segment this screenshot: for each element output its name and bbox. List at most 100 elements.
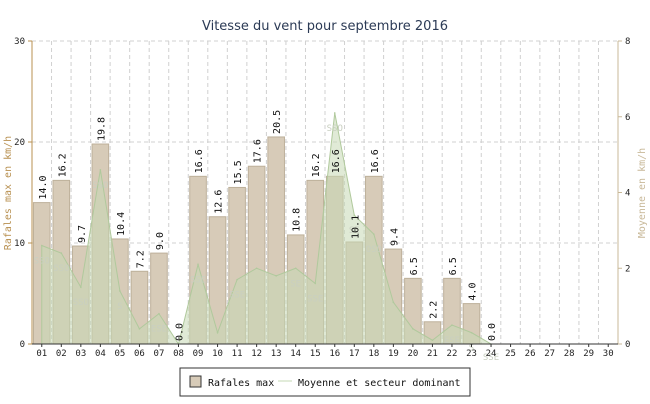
average-point	[99, 168, 102, 171]
chart-title: Vitesse du vent pour septembre 2016	[202, 19, 448, 34]
average-point	[80, 286, 82, 288]
x-tick-label-25: 25	[505, 349, 516, 359]
data-label-day-03: 9.7	[77, 225, 88, 243]
average-point	[236, 278, 238, 281]
average-point	[60, 252, 63, 254]
average-area	[41, 112, 493, 346]
data-label-day-20: 6.5	[409, 257, 420, 275]
sector-label-day-23: S	[469, 344, 474, 354]
right-tick-label: 8	[625, 37, 630, 47]
legend-entry-area: Moyenne et secteur dominant	[298, 378, 461, 389]
x-tick-label-29: 29	[583, 349, 594, 359]
sector-label-day-18: OSO	[366, 245, 382, 255]
average-point	[412, 328, 414, 330]
data-label-day-14: 10.8	[292, 208, 303, 232]
average-point	[275, 275, 277, 277]
data-label-day-07: 9.0	[155, 232, 166, 250]
data-label-day-13: 20.5	[272, 110, 283, 134]
data-label-day-05: 10.4	[116, 212, 127, 236]
data-label-day-23: 4.0	[468, 283, 479, 301]
x-tick-label-23: 23	[466, 349, 477, 359]
x-tick-label-30: 30	[603, 349, 614, 359]
average-point	[470, 331, 473, 334]
average-point	[451, 324, 453, 326]
data-label-day-08: 0.0	[175, 323, 186, 341]
right-tick-label: 6	[625, 113, 630, 123]
data-label-day-11: 15.5	[233, 160, 244, 184]
sector-label-day-14: SE	[290, 279, 301, 289]
sector-label-day-09: SSE	[190, 275, 206, 285]
sector-label-day-02: SSO	[53, 264, 69, 274]
data-label-day-09: 16.6	[194, 149, 205, 173]
legend-box	[179, 367, 471, 397]
average-point	[138, 328, 141, 330]
data-label-day-19: 9.4	[389, 228, 400, 246]
average-point	[40, 244, 43, 247]
data-label-day-16: 16.6	[331, 149, 342, 173]
average-point	[119, 290, 121, 292]
sector-label-day-16: SSO	[327, 124, 343, 134]
x-tick-label-19: 19	[388, 349, 399, 359]
average-area-layer	[40, 112, 493, 346]
x-tick-label-17: 17	[349, 349, 360, 359]
right-axis-label: Moyenne en km/h	[637, 148, 648, 238]
sector-label-day-22: ESE	[444, 336, 460, 346]
data-label-day-18: 16.6	[370, 149, 381, 173]
average-point	[158, 312, 160, 315]
x-tick-label-24: 24	[486, 349, 497, 359]
data-label-day-15: 16.2	[311, 153, 322, 177]
sector-label-day-04: SSO	[92, 181, 108, 191]
x-tick-label-20: 20	[407, 349, 418, 359]
data-label-day-12: 17.6	[253, 139, 264, 163]
data-labels-layer: 14.0 16.2 9.7 19.8 10.4 7.2 9.0 0.0 16.6 12.6 15.5…	[38, 110, 498, 341]
x-tick-label-04: 04	[95, 349, 106, 359]
x-tick-label-15: 15	[310, 349, 321, 359]
x-tick-label-10: 10	[212, 349, 223, 359]
average-point	[255, 267, 258, 270]
average-point	[353, 214, 356, 217]
data-label-day-17: 10.1	[350, 215, 361, 239]
sector-label-day-11: SSE	[229, 291, 245, 301]
left-tick-label: 30	[14, 37, 25, 47]
x-tick-label-07: 07	[154, 349, 165, 359]
x-tick-label-03: 03	[75, 349, 86, 359]
sector-label-day-07: ESE	[151, 325, 167, 335]
left-axis-label: Rafales max en km/h	[3, 136, 14, 250]
x-tick-label-01: 01	[36, 349, 47, 359]
legend-entry-bars: Rafales max	[208, 378, 274, 389]
average-point	[392, 301, 395, 304]
x-tick-label-28: 28	[564, 349, 575, 359]
right-tick-label: 2	[625, 264, 630, 274]
x-tick-label-26: 26	[525, 349, 536, 359]
average-point	[431, 339, 434, 342]
sector-label-day-17: SE	[349, 226, 360, 236]
average-point	[333, 112, 336, 114]
x-tick-label-27: 27	[544, 349, 555, 359]
sector-label-day-03: SSO	[73, 298, 89, 308]
x-tick-label-11: 11	[232, 349, 243, 359]
sector-label-day-01: SSO	[34, 257, 50, 267]
sector-label-day-15: SSE	[307, 294, 323, 304]
right-tick-label: 4	[625, 189, 630, 199]
x-tick-label-12: 12	[251, 349, 262, 359]
data-label-day-22: 6.5	[448, 257, 459, 275]
data-label-day-04: 19.8	[96, 117, 107, 141]
x-tick-label-22: 22	[447, 349, 458, 359]
data-label-day-01: 14.0	[38, 176, 49, 200]
sector-label-day-05: S	[117, 302, 122, 312]
data-label-day-02: 16.2	[57, 153, 68, 177]
data-label-day-24: 0.0	[487, 323, 498, 341]
x-tick-label-06: 06	[134, 349, 145, 359]
left-tick-label: 20	[14, 138, 25, 148]
x-tick-label-09: 09	[193, 349, 204, 359]
average-point	[216, 331, 219, 334]
average-point	[373, 233, 375, 235]
left-tick-label: 10	[14, 239, 25, 249]
x-tick-label-13: 13	[271, 349, 282, 359]
data-label-day-06: 7.2	[135, 250, 146, 268]
legend-swatch-bars	[189, 375, 202, 388]
x-tick-label-16: 16	[329, 349, 340, 359]
data-label-day-21: 2.2	[428, 301, 439, 319]
